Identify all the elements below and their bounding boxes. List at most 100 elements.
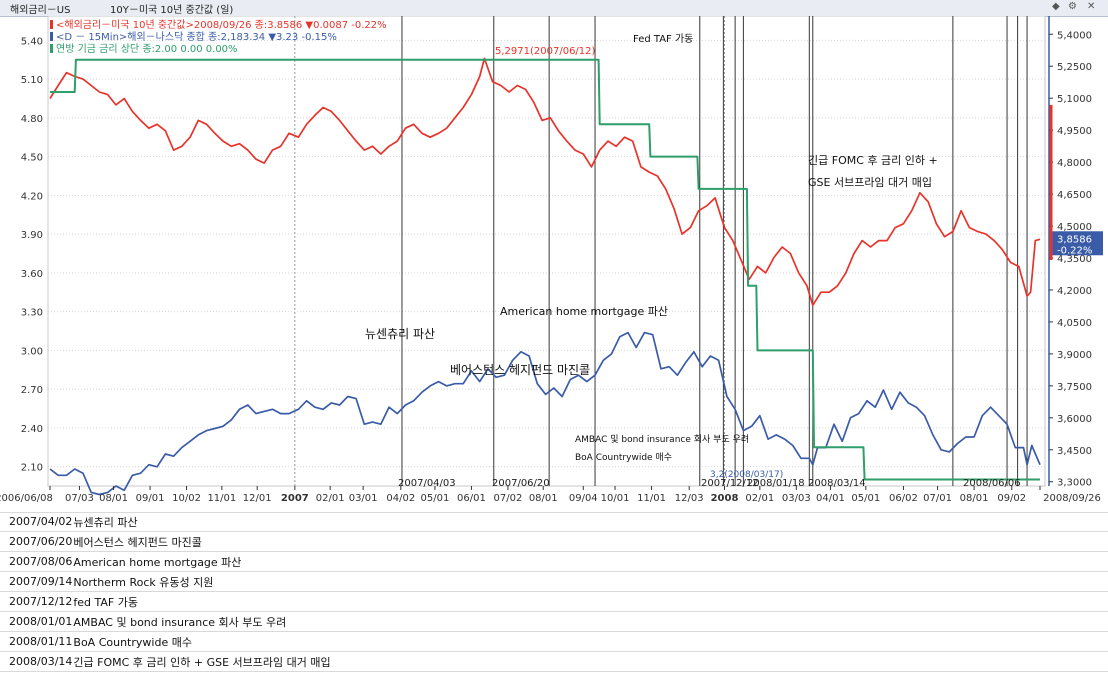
- chart-note: American home mortgage 파산: [500, 305, 668, 318]
- right-tick-label: 3,7500: [1057, 382, 1092, 393]
- value-badge: [1051, 231, 1103, 256]
- event-date-label: 2007/12/12: [701, 478, 759, 489]
- legend: <해외금리－미국 10년 중간값>2008/09/26 종:3.8586 ▼0.…: [50, 18, 387, 55]
- event-desc: Northerm Rock 유동성 지원: [72, 571, 1108, 592]
- chart-note: Fed TAF 가동: [633, 33, 693, 45]
- event-date: 2007/08/06: [0, 551, 73, 572]
- right-tick-label: 4,9500: [1057, 126, 1092, 137]
- right-tick-label: 5,1000: [1057, 94, 1092, 105]
- max-value-label: 5,2971(2007/06/12): [495, 46, 596, 57]
- event-desc: BoA Countrywide 매수: [72, 631, 1108, 652]
- chart-note: BoA Countrywide 매수: [575, 452, 672, 463]
- x-tick-label: 05/01: [421, 493, 450, 504]
- left-tick-label: 5.40: [21, 36, 43, 47]
- event-row: 2007/09/14 Northerm Rock 유동성 지원: [0, 571, 1108, 592]
- nasdaq-value-label: 3,2(2008/03/17): [710, 470, 783, 480]
- event-date: 2008/01/01: [0, 611, 73, 632]
- event-desc: fed TAF 가동: [72, 591, 1108, 612]
- left-tick-label: 4.20: [21, 191, 43, 202]
- event-row: 2007/08/06 American home mortgage 파산: [0, 551, 1108, 572]
- x-tick-label: 03/03: [782, 493, 811, 504]
- value-badge-text: 3,8586: [1057, 234, 1092, 245]
- chart-note: 뉴센츄리 파산: [365, 327, 435, 341]
- right-tick-label: 5,4000: [1057, 30, 1092, 41]
- fedfunds-line: [50, 58, 1040, 481]
- legend-swatch: [50, 44, 53, 53]
- event-date: 2007/06/20: [0, 531, 73, 552]
- x-tick-label: 06/01: [457, 493, 486, 504]
- window-title: 해외금리－US: [10, 5, 71, 16]
- nasdaq-line: [49, 331, 1041, 496]
- series-lines: [49, 57, 1041, 496]
- chart-note: GSE 서브프라임 대거 매입: [808, 176, 932, 189]
- event-date: 2008/03/14: [0, 651, 73, 672]
- x-tick-label: 07/01: [923, 493, 952, 504]
- x-tick-label: 07/03: [65, 493, 94, 504]
- left-tick-label: 4.50: [21, 153, 43, 164]
- x-tick-label: 04/02: [386, 493, 415, 504]
- legend-swatch: [50, 32, 53, 41]
- event-date-label: 2008/03/14: [808, 478, 866, 489]
- event-row: 2008/01/11 BoA Countrywide 매수: [0, 631, 1108, 652]
- x-tick-label: 02/01: [316, 493, 345, 504]
- yield-line: [49, 57, 1041, 307]
- x-tick-label: 2008/09/26: [1043, 493, 1101, 504]
- event-table: 2007/04/02 뉴센츄리 파산 2007/06/20 베어스턴스 헤지펀드 마진…: [0, 512, 1108, 672]
- chart-annotations: 5,2971(2007/06/12) 3,2(2008/03/17) 뉴센츄리 파산…: [365, 33, 1021, 489]
- right-tick-label: 4,0500: [1057, 318, 1092, 329]
- x-tick-label: 06/02: [889, 493, 918, 504]
- left-tick-label: 2.10: [21, 463, 43, 474]
- x-tick-label: 08/01: [99, 493, 128, 504]
- event-desc: 베어스턴스 헤지펀드 마진콜: [72, 531, 1108, 552]
- x-tick-label: 09/01: [136, 493, 165, 504]
- x-tick-label: 12/01: [243, 493, 272, 504]
- pin-icon[interactable]: ◆: [1052, 1, 1060, 12]
- x-tick-label: 05/01: [851, 493, 880, 504]
- event-desc: 뉴센츄리 파산: [72, 512, 1108, 532]
- left-tick-label: 2.40: [21, 424, 43, 435]
- event-date-label: 2007/06/20: [492, 478, 550, 489]
- x-axis: 2006/06/08 07/03 08/01 09/01 10/02 11/01 12/01…: [0, 486, 1101, 504]
- event-desc: American home mortgage 파산: [72, 551, 1108, 572]
- x-tick-label: 07/02: [494, 493, 523, 504]
- right-tick-label: 4,6500: [1057, 190, 1092, 201]
- x-tick-label: 08/01: [529, 493, 558, 504]
- left-tick-label: 5.10: [21, 75, 43, 86]
- x-tick-label: 2008: [711, 493, 739, 504]
- right-tick-label: 4,8000: [1057, 158, 1092, 169]
- grid: [47, 16, 1046, 487]
- x-tick-label: 09/02: [997, 493, 1026, 504]
- legend-swatch: [50, 20, 53, 29]
- x-tick-label: 04/01: [816, 493, 845, 504]
- event-desc: AMBAC 및 bond insurance 회사 부도 우려: [72, 611, 1108, 632]
- x-tick-label: 10/02: [172, 493, 201, 504]
- right-tick-label: 4,3500: [1057, 254, 1092, 265]
- gear-icon[interactable]: ⚙: [1068, 1, 1077, 12]
- left-tick-label: 4.80: [21, 114, 43, 125]
- event-row: 2008/01/01 AMBAC 및 bond insurance 회사 부도 우…: [0, 611, 1108, 632]
- left-tick-label: 2.70: [21, 385, 43, 396]
- chart-note: 긴급 FOMC 후 금리 인하 +: [808, 153, 938, 167]
- right-tick-label: 3,6000: [1057, 414, 1092, 425]
- plot-area: [47, 16, 1046, 487]
- legend-entry: 연방 기금 금리 상단 종:2.00 0.00 0.00%: [56, 43, 238, 55]
- close-icon[interactable]: ✕: [1087, 1, 1096, 12]
- left-axis: 5.40 5.10 4.80 4.50 4.20 3.90 3.60 3.30 3.00 2.70…: [21, 36, 43, 473]
- event-date-label: 2008/06/06: [963, 478, 1021, 489]
- right-tick-label: 4,5000: [1057, 222, 1092, 233]
- x-tick-label: 02/01: [745, 493, 774, 504]
- x-tick-label: 12/03: [675, 493, 704, 504]
- x-tick-label: 03/01: [349, 493, 378, 504]
- x-tick-label: 2006/06/08: [0, 493, 53, 504]
- right-tick-label: 5,2500: [1057, 62, 1092, 73]
- event-date: 2007/12/12: [0, 591, 73, 612]
- window-subtitle: 10Y－미국 10년 중간값 (일): [110, 5, 234, 16]
- line-chart: 5.40 5.10 4.80 4.50 4.20 3.90 3.60 3.30 3.00 2.70…: [0, 16, 1103, 504]
- event-date: 2007/04/02: [0, 512, 73, 532]
- event-date-label: 2007/04/03: [398, 478, 456, 489]
- right-axis: 5,4000 5,2500 5,1000 4,9500 4,8000 4,6500 4,50…: [1048, 16, 1103, 489]
- event-row: 2008/03/14 긴급 FOMC 후 금리 인하 + GSE 서브프라임 대거…: [0, 651, 1108, 672]
- event-date: 2007/09/14: [0, 571, 73, 592]
- right-tick-label: 3,9000: [1057, 350, 1092, 361]
- legend-entry: <D － 15Min>해외－나스닥 종합 종:2,183.34 ▼3.23 -0…: [56, 30, 337, 43]
